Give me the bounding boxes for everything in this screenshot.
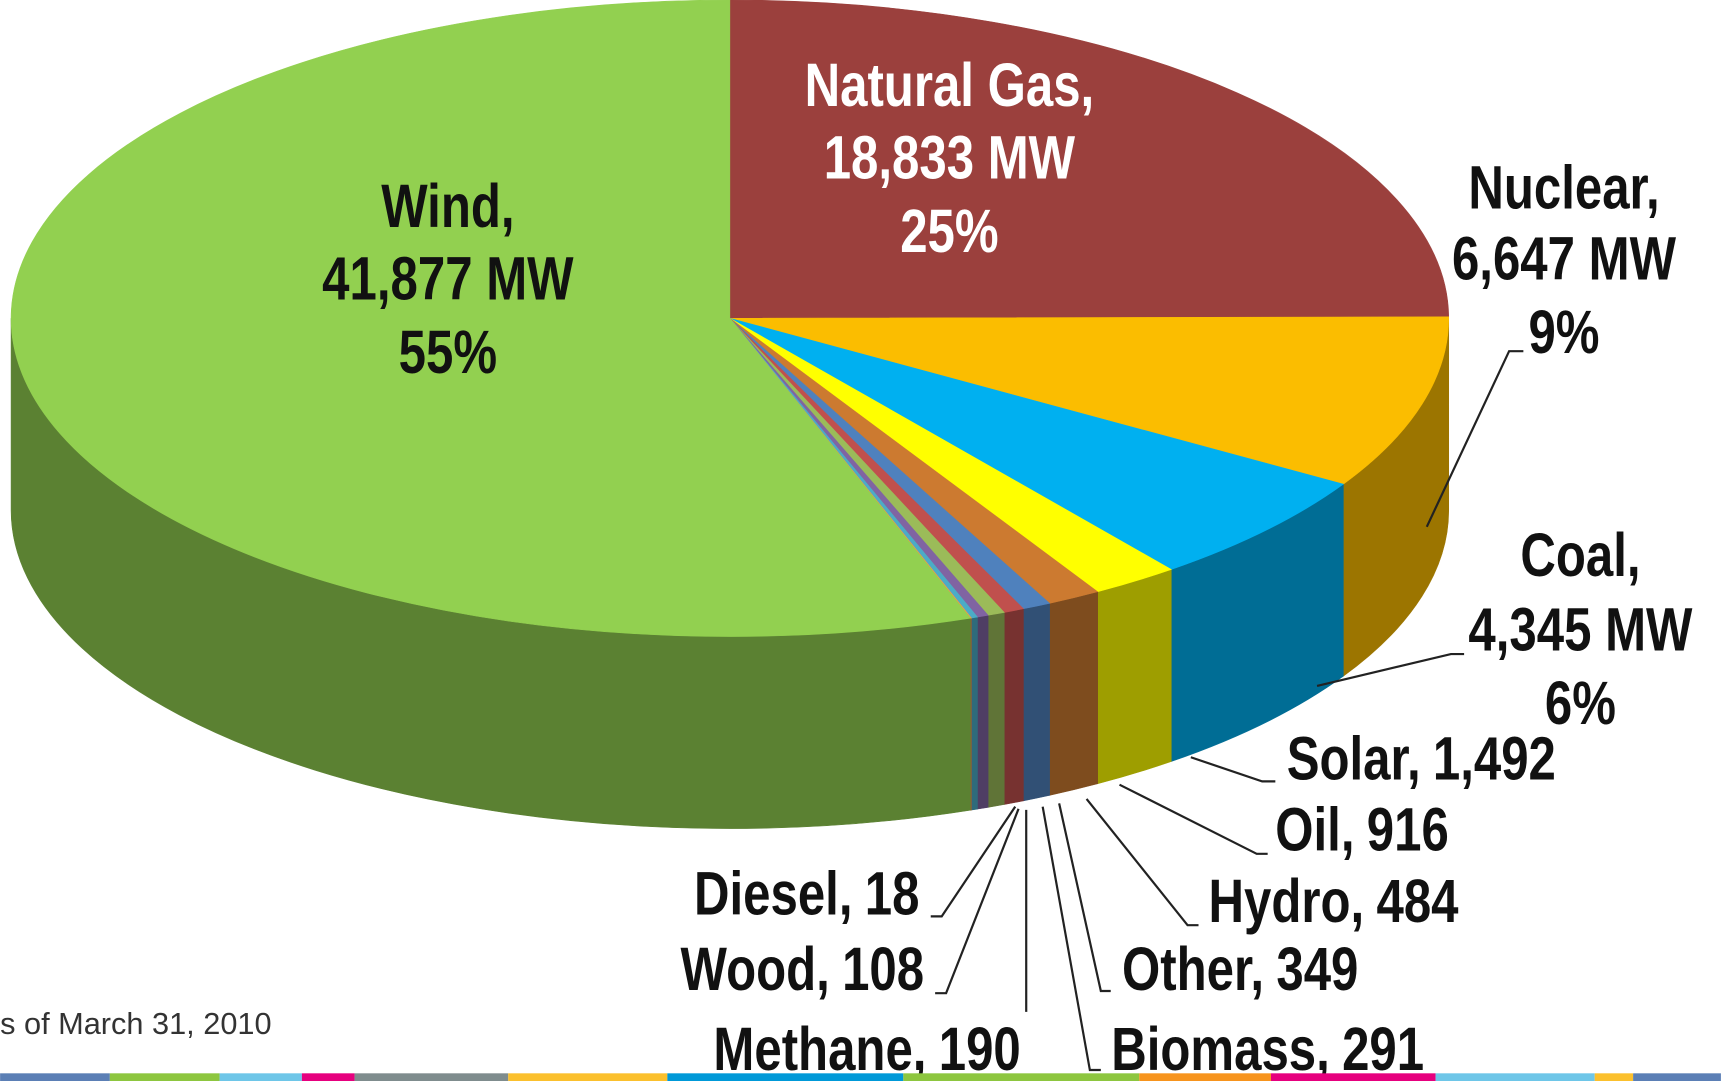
data-label: Natural Gas, xyxy=(805,51,1095,119)
data-label: 6% xyxy=(1545,669,1616,737)
leader-line xyxy=(1425,350,1524,528)
value-label: 18 xyxy=(865,859,920,927)
value-label: 291 xyxy=(1342,1015,1424,1081)
data-label: Methane, 190 xyxy=(713,1015,1020,1081)
data-label: Oil, 916 xyxy=(1275,795,1449,863)
note: s of March 31, 2010 xyxy=(0,1006,272,1041)
pie-sides xyxy=(10,318,1450,829)
data-label: 18,833 MW xyxy=(824,123,1076,191)
category-label: Wood, xyxy=(681,934,830,1002)
value-label: 1,492 xyxy=(1433,724,1556,792)
data-label: Wind, xyxy=(381,172,514,240)
stripe xyxy=(508,1073,668,1081)
pie-tops xyxy=(10,0,1450,637)
slice xyxy=(729,316,1450,485)
slice xyxy=(729,0,1450,319)
stripe xyxy=(219,1073,302,1081)
stripe xyxy=(1270,1073,1436,1081)
value-label: 190 xyxy=(939,1015,1021,1081)
stripe xyxy=(903,1073,1140,1081)
stripe xyxy=(1435,1073,1595,1081)
leader-line xyxy=(1119,783,1268,855)
data-label: Biomass, 291 xyxy=(1111,1015,1424,1081)
data-label: 41,877 MW xyxy=(322,244,574,312)
slice-side xyxy=(977,614,989,810)
data-label: Coal, xyxy=(1520,521,1640,589)
leader-line xyxy=(1085,798,1199,927)
stripe xyxy=(667,1073,904,1081)
category-label: Biomass, xyxy=(1111,1015,1330,1081)
category-label: Hydro, xyxy=(1209,866,1365,934)
leader-line xyxy=(1041,806,1101,1072)
slice-side xyxy=(1004,608,1024,805)
bottom-stripe xyxy=(0,1073,1721,1081)
slice xyxy=(10,0,971,637)
leader-line xyxy=(1058,803,1111,993)
category-label: Methane, xyxy=(713,1015,926,1081)
stripe xyxy=(301,1073,355,1081)
leader-line xyxy=(1190,756,1276,783)
value-label: 349 xyxy=(1276,934,1358,1002)
data-label: 55% xyxy=(399,318,497,386)
category-label: Solar, xyxy=(1287,724,1421,792)
leader-line xyxy=(935,808,1020,995)
category-label: Other, xyxy=(1122,934,1264,1002)
slice-side xyxy=(1023,602,1050,802)
data-label: Nuclear, xyxy=(1468,153,1659,221)
data-label: Other, 349 xyxy=(1122,934,1358,1002)
stripe xyxy=(354,1073,509,1081)
leader-line xyxy=(930,806,1017,918)
data-label: 4,345 MW xyxy=(1468,595,1692,663)
stripe xyxy=(1139,1073,1271,1081)
value-label: 108 xyxy=(842,934,924,1002)
value-label: 484 xyxy=(1376,866,1458,934)
leader-line xyxy=(1316,652,1465,687)
slice-side xyxy=(987,612,1005,808)
value-label: 916 xyxy=(1367,795,1449,863)
slice-side xyxy=(1049,591,1098,796)
data-label: Wood, 108 xyxy=(681,934,925,1002)
leader-lines xyxy=(930,350,1524,1072)
slice-side xyxy=(971,616,978,811)
category-label: Diesel, xyxy=(694,859,852,927)
stripe xyxy=(109,1073,220,1081)
stripe xyxy=(1594,1073,1634,1081)
slice-side xyxy=(1097,569,1172,785)
data-label: 25% xyxy=(900,197,998,265)
stripe xyxy=(1633,1073,1721,1081)
data-label: 9% xyxy=(1528,298,1599,366)
data-label: Hydro, 484 xyxy=(1209,866,1459,934)
category-label: Oil, xyxy=(1275,795,1354,863)
data-label: Diesel, 18 xyxy=(694,859,919,927)
data-label: Solar, 1,492 xyxy=(1287,724,1556,792)
stripe xyxy=(0,1073,110,1081)
slice xyxy=(729,317,1344,570)
data-label: 6,647 MW xyxy=(1452,224,1676,292)
